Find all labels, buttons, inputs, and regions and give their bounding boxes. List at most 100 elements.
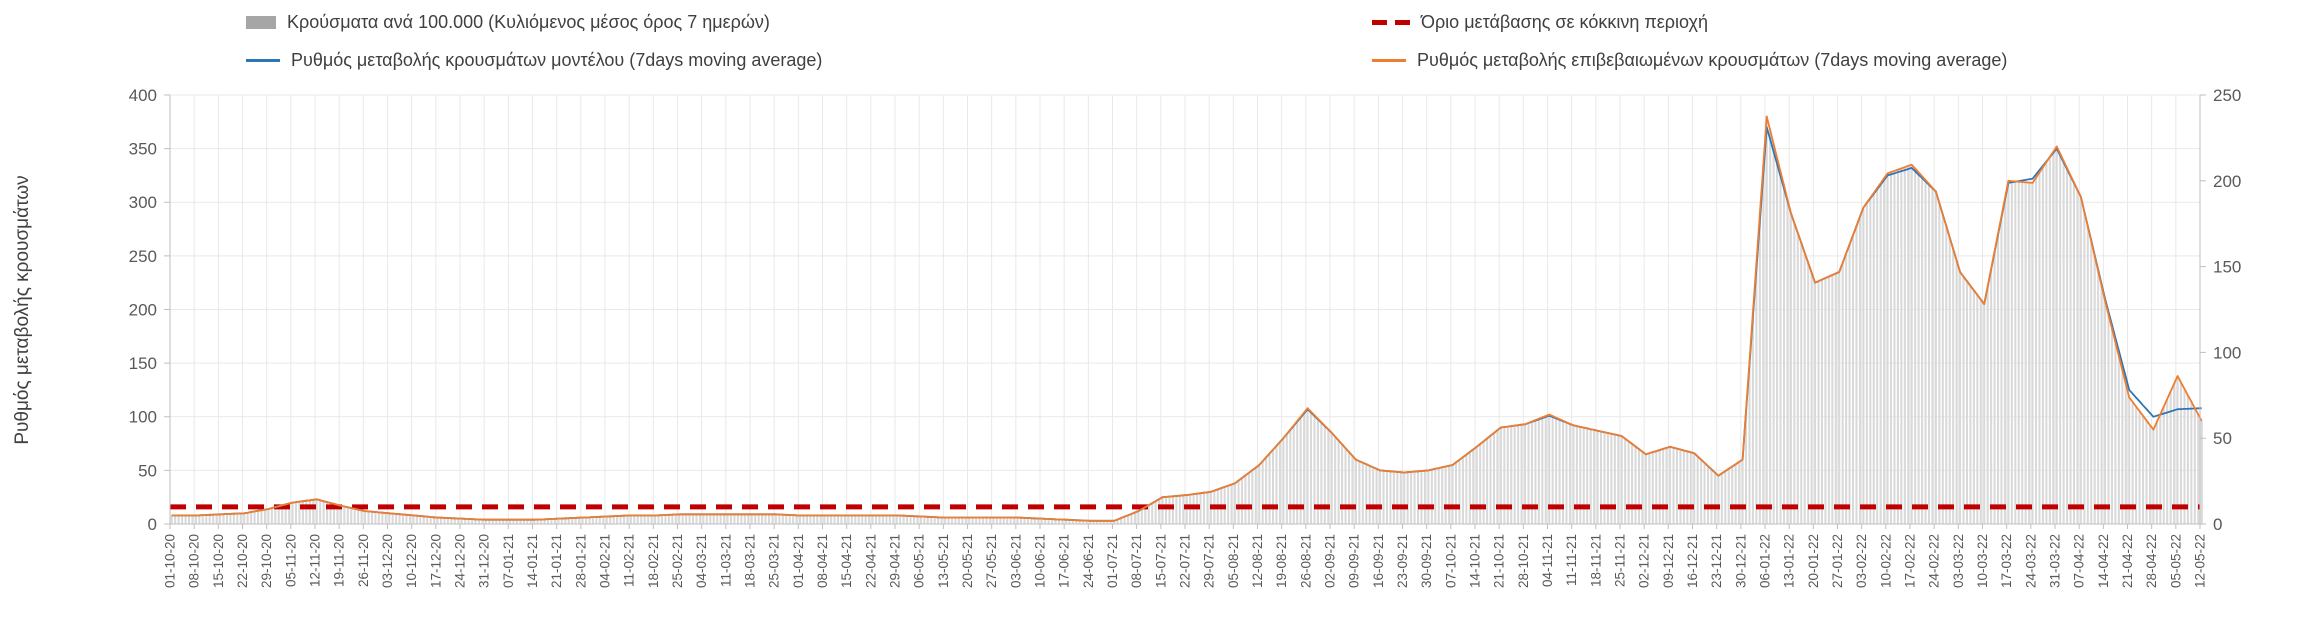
svg-text:22-04-21: 22-04-21 bbox=[863, 534, 878, 588]
svg-text:28-10-21: 28-10-21 bbox=[1516, 534, 1531, 588]
legend-item-cases-per-100k: Κρούσματα ανά 100.000 (Κυλιόμενος μέσος … bbox=[246, 12, 770, 33]
svg-text:27-01-22: 27-01-22 bbox=[1830, 534, 1845, 588]
svg-text:22-10-20: 22-10-20 bbox=[235, 534, 250, 588]
svg-text:12-11-20: 12-11-20 bbox=[308, 534, 323, 587]
svg-text:250: 250 bbox=[129, 247, 157, 266]
svg-text:21-04-22: 21-04-22 bbox=[2120, 534, 2135, 588]
x-axis-labels: 01-10-20 08-10-20 15-10-20 22-10-20 29-10-20… bbox=[163, 524, 2208, 588]
svg-text:350: 350 bbox=[129, 140, 157, 159]
legend-item-model-rate: Ρυθμός μεταβολής κρουσμάτων μοντέλου (7d… bbox=[246, 50, 822, 71]
svg-text:150: 150 bbox=[129, 354, 157, 373]
svg-text:30-09-21: 30-09-21 bbox=[1419, 534, 1434, 588]
svg-text:20-05-21: 20-05-21 bbox=[960, 534, 975, 588]
svg-text:09-12-21: 09-12-21 bbox=[1661, 534, 1676, 588]
svg-text:04-03-21: 04-03-21 bbox=[694, 534, 709, 588]
svg-text:25-03-21: 25-03-21 bbox=[767, 534, 782, 588]
svg-text:27-05-21: 27-05-21 bbox=[984, 534, 999, 588]
svg-text:24-02-22: 24-02-22 bbox=[1927, 534, 1942, 588]
svg-text:17-06-21: 17-06-21 bbox=[1057, 534, 1072, 588]
svg-text:11-11-21: 11-11-21 bbox=[1564, 534, 1579, 586]
legend-item-red-threshold: Όριο μετάβασης σε κόκκινη περιοχή bbox=[1372, 12, 1708, 33]
svg-text:29-04-21: 29-04-21 bbox=[888, 534, 903, 588]
svg-text:28-04-22: 28-04-22 bbox=[2144, 534, 2159, 588]
svg-text:21-01-21: 21-01-21 bbox=[549, 534, 564, 588]
svg-text:21-10-21: 21-10-21 bbox=[1492, 534, 1507, 588]
svg-text:07-01-21: 07-01-21 bbox=[501, 534, 516, 588]
svg-text:05-08-21: 05-08-21 bbox=[1226, 534, 1241, 588]
grid-layer bbox=[170, 94, 2201, 524]
svg-text:29-07-21: 29-07-21 bbox=[1202, 534, 1217, 588]
svg-text:01-10-20: 01-10-20 bbox=[163, 534, 178, 588]
svg-text:17-02-22: 17-02-22 bbox=[1903, 534, 1918, 588]
svg-text:23-09-21: 23-09-21 bbox=[1395, 534, 1410, 588]
svg-text:29-10-20: 29-10-20 bbox=[259, 534, 274, 588]
svg-text:400: 400 bbox=[129, 86, 157, 105]
svg-text:0: 0 bbox=[148, 515, 157, 534]
svg-text:0: 0 bbox=[2213, 515, 2222, 534]
svg-text:16-12-21: 16-12-21 bbox=[1685, 534, 1700, 588]
svg-text:10-03-22: 10-03-22 bbox=[1975, 534, 1990, 588]
svg-text:06-05-21: 06-05-21 bbox=[912, 534, 927, 588]
y-axis-title: Ρυθμός μεταβολής κρουσμάτων bbox=[12, 175, 33, 444]
svg-text:18-11-21: 18-11-21 bbox=[1588, 534, 1603, 587]
svg-text:31-12-20: 31-12-20 bbox=[477, 534, 492, 588]
svg-text:15-04-21: 15-04-21 bbox=[839, 534, 854, 588]
svg-text:08-07-21: 08-07-21 bbox=[1129, 534, 1144, 588]
svg-text:150: 150 bbox=[2213, 258, 2241, 277]
svg-text:25-02-21: 25-02-21 bbox=[670, 534, 685, 588]
svg-text:07-10-21: 07-10-21 bbox=[1443, 534, 1458, 588]
svg-text:17-12-20: 17-12-20 bbox=[428, 534, 443, 588]
svg-text:01-07-21: 01-07-21 bbox=[1105, 534, 1120, 588]
svg-text:01-04-21: 01-04-21 bbox=[791, 534, 806, 588]
confirmed-line bbox=[171, 115, 2203, 522]
svg-text:200: 200 bbox=[129, 300, 157, 319]
svg-text:300: 300 bbox=[129, 193, 157, 212]
svg-text:200: 200 bbox=[2213, 172, 2241, 191]
svg-text:20-01-22: 20-01-22 bbox=[1806, 534, 1821, 588]
line-marker-confirmed-icon bbox=[1372, 59, 1406, 62]
svg-text:14-01-21: 14-01-21 bbox=[525, 534, 540, 588]
svg-text:50: 50 bbox=[138, 461, 157, 480]
svg-text:14-04-22: 14-04-22 bbox=[2096, 534, 2111, 588]
svg-text:14-10-21: 14-10-21 bbox=[1468, 534, 1483, 588]
svg-text:22-07-21: 22-07-21 bbox=[1178, 534, 1193, 588]
svg-text:07-04-22: 07-04-22 bbox=[2072, 534, 2087, 588]
svg-text:24-06-21: 24-06-21 bbox=[1081, 534, 1096, 588]
svg-text:05-11-20: 05-11-20 bbox=[283, 534, 298, 587]
svg-text:50: 50 bbox=[2213, 429, 2232, 448]
svg-text:250: 250 bbox=[2213, 86, 2241, 105]
svg-text:09-09-21: 09-09-21 bbox=[1347, 534, 1362, 588]
legend-label-cases-per-100k: Κρούσματα ανά 100.000 (Κυλιόμενος μέσος … bbox=[287, 12, 770, 32]
svg-text:03-03-22: 03-03-22 bbox=[1951, 534, 1966, 588]
right-axis-labels: 0 50 100 150 200 250 bbox=[2200, 86, 2241, 534]
legend-label-red-threshold: Όριο μετάβασης σε κόκκινη περιοχή bbox=[1421, 12, 1709, 32]
svg-text:28-01-21: 28-01-21 bbox=[573, 534, 588, 588]
line-marker-model-icon bbox=[246, 59, 280, 62]
svg-text:23-12-21: 23-12-21 bbox=[1709, 534, 1724, 588]
svg-text:06-01-22: 06-01-22 bbox=[1758, 534, 1773, 588]
legend-label-model-rate: Ρυθμός μεταβολής κρουσμάτων μοντέλου (7d… bbox=[291, 50, 823, 70]
svg-text:03-02-22: 03-02-22 bbox=[1854, 534, 1869, 588]
svg-text:100: 100 bbox=[129, 408, 157, 427]
svg-text:17-03-22: 17-03-22 bbox=[1999, 534, 2014, 588]
svg-text:02-12-21: 02-12-21 bbox=[1637, 534, 1652, 588]
svg-text:12-05-22: 12-05-22 bbox=[2193, 534, 2208, 588]
svg-text:15-07-21: 15-07-21 bbox=[1153, 534, 1168, 588]
svg-text:03-06-21: 03-06-21 bbox=[1008, 534, 1023, 588]
svg-text:11-03-21: 11-03-21 bbox=[718, 534, 733, 587]
left-axis-labels: 0 50 100 150 200 250 300 350 400 bbox=[129, 86, 170, 534]
svg-text:25-11-21: 25-11-21 bbox=[1613, 534, 1628, 587]
svg-text:03-12-20: 03-12-20 bbox=[380, 534, 395, 588]
svg-text:19-08-21: 19-08-21 bbox=[1274, 534, 1289, 588]
legend-label-confirmed-rate: Ρυθμός μεταβολής επιβεβαιωμένων κρουσμάτ… bbox=[1417, 50, 2008, 70]
svg-text:10-06-21: 10-06-21 bbox=[1033, 534, 1048, 588]
svg-text:18-02-21: 18-02-21 bbox=[646, 534, 661, 588]
svg-text:15-10-20: 15-10-20 bbox=[211, 534, 226, 588]
dashed-line-marker-icon bbox=[1372, 20, 1410, 25]
svg-text:31-03-22: 31-03-22 bbox=[2048, 534, 2063, 588]
legend-item-confirmed-rate: Ρυθμός μεταβολής επιβεβαιωμένων κρουσμάτ… bbox=[1372, 50, 2007, 71]
svg-text:18-03-21: 18-03-21 bbox=[743, 534, 758, 588]
bar-marker-icon bbox=[246, 16, 276, 29]
